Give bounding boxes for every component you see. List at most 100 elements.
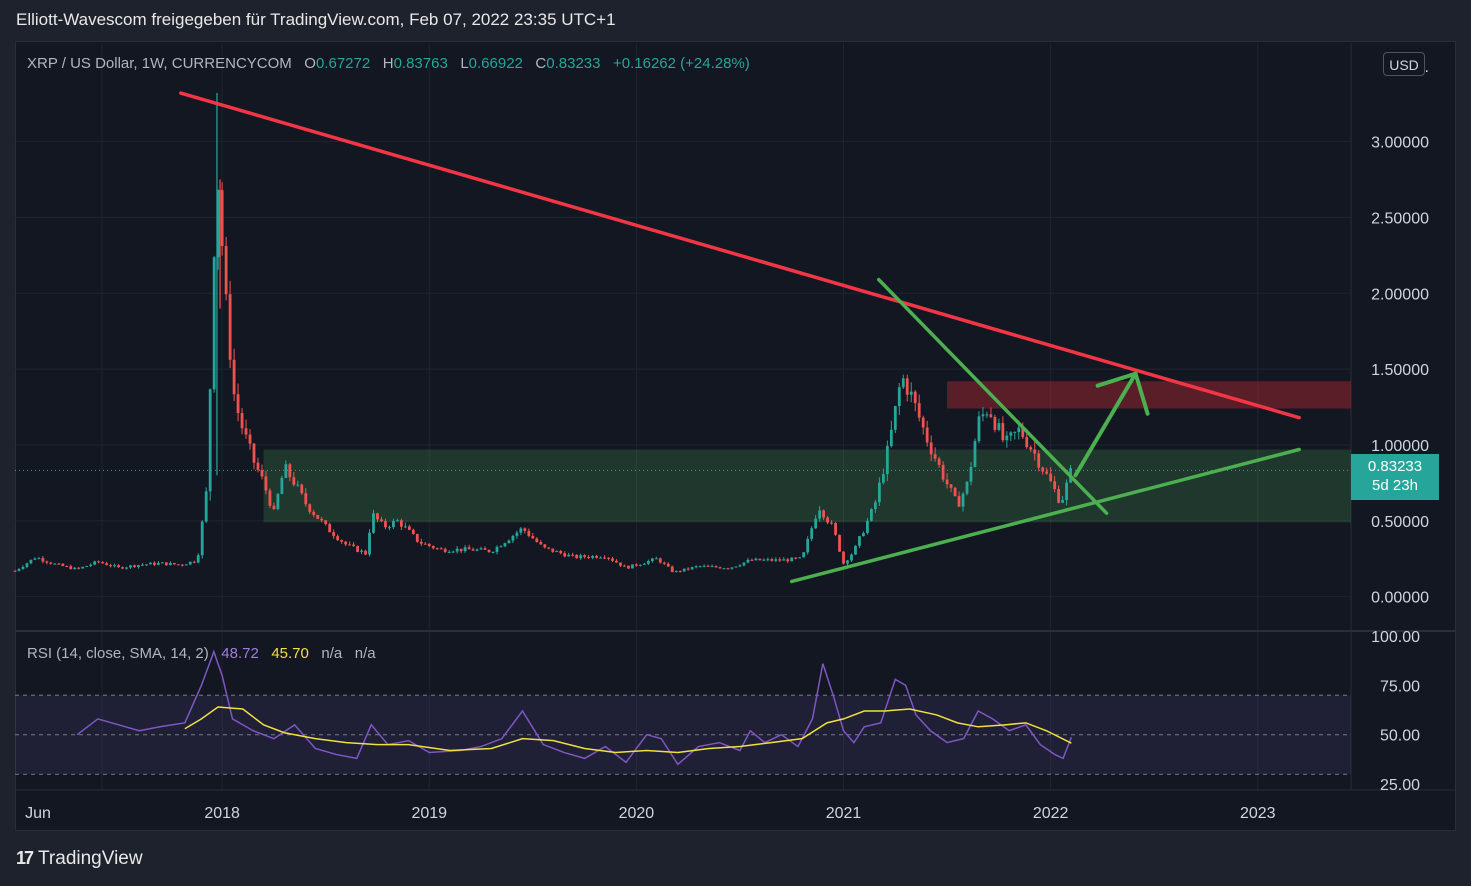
candle-body xyxy=(392,520,395,528)
high-value: 0.83763 xyxy=(393,55,448,72)
candle-body xyxy=(583,555,587,558)
rsi-tick-label: 25.00 xyxy=(1380,777,1420,794)
time-tick-label: 2023 xyxy=(1240,805,1276,822)
candle-body xyxy=(443,548,447,552)
candle-body xyxy=(619,562,622,566)
candle-body xyxy=(320,518,324,521)
candle-body xyxy=(348,544,351,546)
candle-body xyxy=(240,413,244,429)
candle-body xyxy=(706,565,710,567)
candle-body xyxy=(376,513,379,520)
candle-body xyxy=(658,558,662,563)
symbol-name[interactable]: XRP / US Dollar, 1W, CURRENCYCOM xyxy=(27,55,292,72)
candle-body xyxy=(778,559,782,561)
price-tick-label: 3.00000 xyxy=(1371,135,1429,152)
candle-body xyxy=(37,558,41,560)
currency-button[interactable]: USD xyxy=(1383,52,1425,76)
candle-body xyxy=(599,557,602,559)
candle-body xyxy=(196,555,200,563)
candle-body xyxy=(260,469,264,477)
candle-body xyxy=(754,558,758,561)
candle-body xyxy=(650,558,654,562)
candle-body xyxy=(611,558,614,561)
candle-body xyxy=(133,565,136,568)
candle-body xyxy=(336,536,340,541)
symbol-legend[interactable]: XRP / US Dollar, 1W, CURRENCYCOM O0.6727… xyxy=(27,55,750,72)
candle-body xyxy=(268,490,272,506)
time-tick-label: 2020 xyxy=(619,805,655,822)
candle-body xyxy=(519,528,523,533)
candle-body xyxy=(431,546,435,549)
candle-body xyxy=(61,563,65,567)
candle-body xyxy=(722,568,726,570)
candle-body xyxy=(575,554,579,559)
chart-share-header: Elliott-Wavescom freigegeben für Trading… xyxy=(16,10,616,29)
candle-body xyxy=(945,479,949,485)
candle-body xyxy=(479,548,483,550)
candle-body xyxy=(901,378,905,388)
candle-body xyxy=(897,387,901,407)
candle-body xyxy=(889,429,893,447)
time-tick-label: 2018 xyxy=(204,805,240,822)
candle-body xyxy=(192,561,196,563)
rsi-label[interactable]: RSI (14, close, SMA, 14, 2) xyxy=(27,645,209,662)
candle-body xyxy=(284,464,288,478)
candle-body xyxy=(638,564,642,566)
projection-arrow xyxy=(1073,371,1138,478)
open-value: 0.67272 xyxy=(315,55,371,72)
candle-body xyxy=(1025,437,1029,448)
time-tick-label: 2021 xyxy=(826,805,862,822)
candle-body xyxy=(93,561,97,565)
candle-body xyxy=(531,535,535,539)
candle-body xyxy=(806,538,810,553)
candle-body xyxy=(989,414,993,417)
candle-body xyxy=(184,564,188,566)
candle-body xyxy=(766,559,770,561)
candle-body xyxy=(730,567,734,569)
candle-body xyxy=(913,391,917,404)
footer-branding[interactable]: 17 TradingView xyxy=(16,848,143,870)
rsi-legend[interactable]: RSI (14, close, SMA, 14, 2) 48.72 45.70 … xyxy=(27,645,376,662)
candle-body xyxy=(149,562,152,565)
rsi-layer xyxy=(15,649,1351,775)
rsi-tick-label: 100.00 xyxy=(1371,629,1420,646)
candle-body xyxy=(407,526,411,530)
candle-body xyxy=(360,550,363,552)
candle-body xyxy=(180,564,184,566)
candle-body xyxy=(85,565,89,567)
candle-body xyxy=(21,566,25,569)
candle-body xyxy=(57,563,61,565)
candle-body xyxy=(455,548,459,552)
candle-body xyxy=(439,548,443,550)
candle-body xyxy=(790,557,794,562)
candle-body xyxy=(802,552,806,558)
candle-body xyxy=(13,570,17,572)
candle-body xyxy=(109,565,112,567)
candle-body xyxy=(1013,431,1017,433)
candle-body xyxy=(356,546,359,552)
candle-body xyxy=(686,568,690,570)
candle-body xyxy=(634,564,638,566)
candle-body xyxy=(451,551,455,553)
candle-body xyxy=(746,559,750,563)
candle-body xyxy=(631,564,634,569)
chart-frame[interactable] xyxy=(15,41,1456,831)
time-tick-label: 2019 xyxy=(411,805,447,822)
candle-body xyxy=(941,464,945,480)
resistance-trendline xyxy=(178,91,1301,420)
candle-body xyxy=(280,477,284,494)
candle-body xyxy=(244,428,248,435)
tradingview-logo-icon: 17 xyxy=(16,848,34,868)
candle-body xyxy=(973,441,977,467)
candle-body xyxy=(216,190,220,258)
candle-body xyxy=(1009,432,1013,436)
candle-body xyxy=(547,547,551,549)
rsi-na-2: n/a xyxy=(354,645,376,662)
candle-body xyxy=(770,559,774,561)
candle-body xyxy=(316,514,320,519)
candle-body xyxy=(125,567,128,569)
candle-body xyxy=(292,477,296,485)
candle-body xyxy=(1053,481,1057,490)
candle-body xyxy=(344,541,348,545)
